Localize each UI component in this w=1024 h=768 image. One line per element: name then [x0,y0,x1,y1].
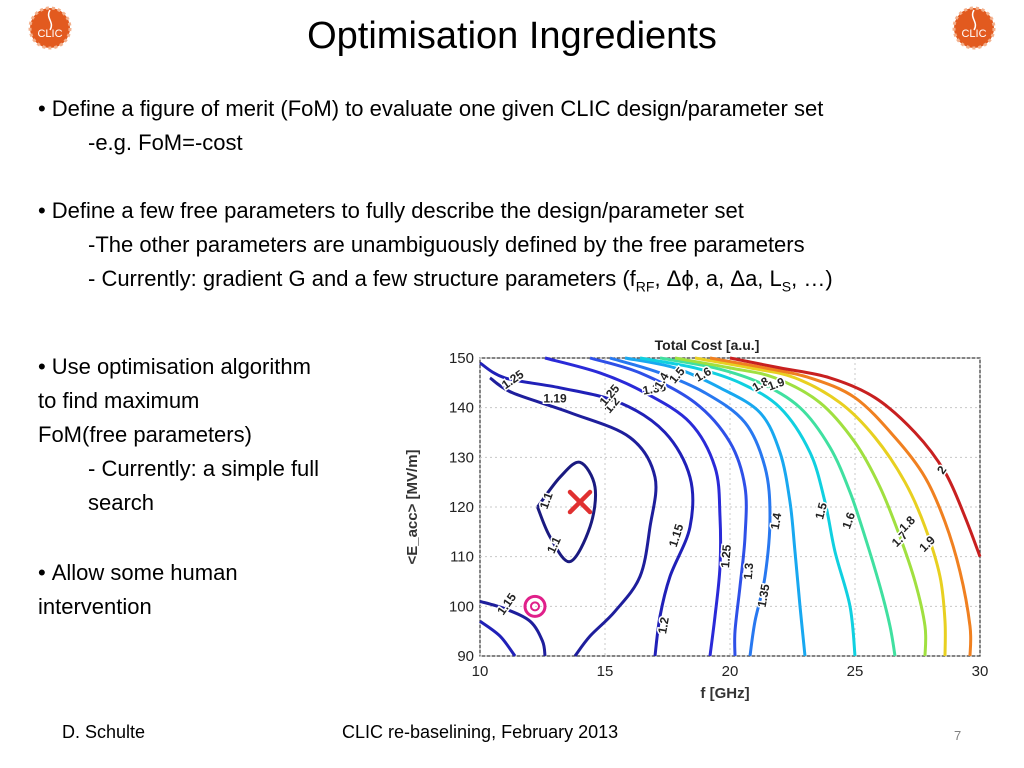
grid [479,357,981,657]
contour-line [729,356,982,558]
contour-line [639,356,857,657]
contour-line [589,356,748,657]
y-tick-label: 150 [449,350,474,367]
contour-label: 1.35 [755,583,773,609]
bullet-3-sub-2: search [88,490,155,515]
bullet-mark: • [38,96,46,121]
clic-logo-left: CLIC [28,6,72,50]
bullet-mark: • [38,354,46,379]
contour-line [479,599,547,657]
x-tick-label: 30 [972,663,989,680]
x-tick-label: 20 [722,663,739,680]
bullet-2-sub-2-mid: , Δϕ, a, Δa, L [654,266,782,291]
contour-line [674,356,928,657]
contour-line [709,356,973,657]
bullet-4-line-1: Allow some human [51,560,238,585]
x-tick-label: 15 [597,663,614,680]
contour-lines [479,356,982,657]
y-tick-label: 130 [449,449,474,466]
subscript-rf: RF [635,278,655,295]
y-axis-label: <E_acc> [MV/m] [404,449,421,564]
reference-circle-marker [523,594,547,618]
contour-line [694,356,947,657]
y-tick-label: 100 [449,598,474,615]
subscript-s: S [781,278,792,295]
bullet-4-line-2: intervention [38,594,152,619]
bullet-1: • Define a figure of merit (FoM) to evalu… [38,92,823,126]
contour-line [479,361,695,657]
x-tick-label: 25 [847,663,864,680]
contour-label: 1.2 [655,616,672,635]
page-number: 7 [954,728,962,743]
bullet-3-line-2: to find maximum [38,388,200,413]
bullet-2: • Define a few free parameters to fully d… [38,194,744,228]
markers [523,489,593,618]
bullet-1-text: Define a figure of merit (FoM) to evalua… [51,96,824,121]
bullet-4: • Allow some human [38,556,238,590]
contour-label: 1.19 [543,392,567,406]
contour-label: 1.4 [768,511,785,530]
slide-title: Optimisation Ingredients [307,15,717,57]
contour-plot: Total Cost [a.u.] 1.1 1.1 1.15 1.15 1.19 1.2 1… [395,330,995,710]
bullet-3-line-3: FoM(free parameters) [38,422,252,447]
contour-line [659,356,897,657]
contour-line [609,356,772,657]
contour-label: 1.5 [812,501,830,521]
bullet-mark: • [38,560,46,585]
y-tick-label: 140 [449,400,474,417]
ticks: 10 15 20 25 30 90 100 110 120 130 140 150 [449,350,988,680]
bullet-3-sub-1: - Currently: a simple full [88,456,320,481]
y-tick-label: 90 [457,648,474,665]
y-tick-label: 120 [449,499,474,516]
contour-line [536,460,598,564]
contour-label: 1.25 [718,544,734,569]
bullet-3: • Use optimisation algorithm [38,350,311,384]
contour-line [489,376,658,657]
x-axis-label: f [GHz] [700,685,749,702]
bullet-1-sub: -e.g. FoM=-cost [88,130,243,155]
footer-author: D. Schulte [62,722,146,742]
bullet-2-sub-1: -The other parameters are unambiguously … [88,232,805,257]
bullet-2-text: Define a few free parameters to fully de… [51,198,744,223]
contour-line [544,356,723,657]
footer-event: CLIC re-baselining, February 2013 [342,722,619,742]
bullet-2-sub-2-pre: - Currently: gradient G and a few struct… [88,266,636,291]
clic-logo-right: CLIC [952,6,996,50]
optimum-cross-marker [567,489,593,515]
contour-line [479,619,517,657]
bullet-mark: • [38,198,46,223]
contour-label: 1.35 [642,380,668,398]
bullet-2-sub-2-post: , …) [791,266,833,291]
contour-plot-svg: Total Cost [a.u.] 1.11.1 1.151.151.19 1.21… [395,330,995,710]
contour-line [624,356,807,657]
chart-title: Total Cost [a.u.] [655,337,760,353]
contour-label: 1.3 [741,562,756,580]
x-tick-label: 10 [472,663,489,680]
svg-text:CLIC: CLIC [37,28,62,40]
bullet-2-sub-2: - Currently: gradient G and a few struct… [38,262,833,303]
y-tick-label: 110 [450,549,474,566]
bullet-3-line-1: Use optimisation algorithm [51,354,311,379]
svg-text:CLIC: CLIC [961,28,986,40]
